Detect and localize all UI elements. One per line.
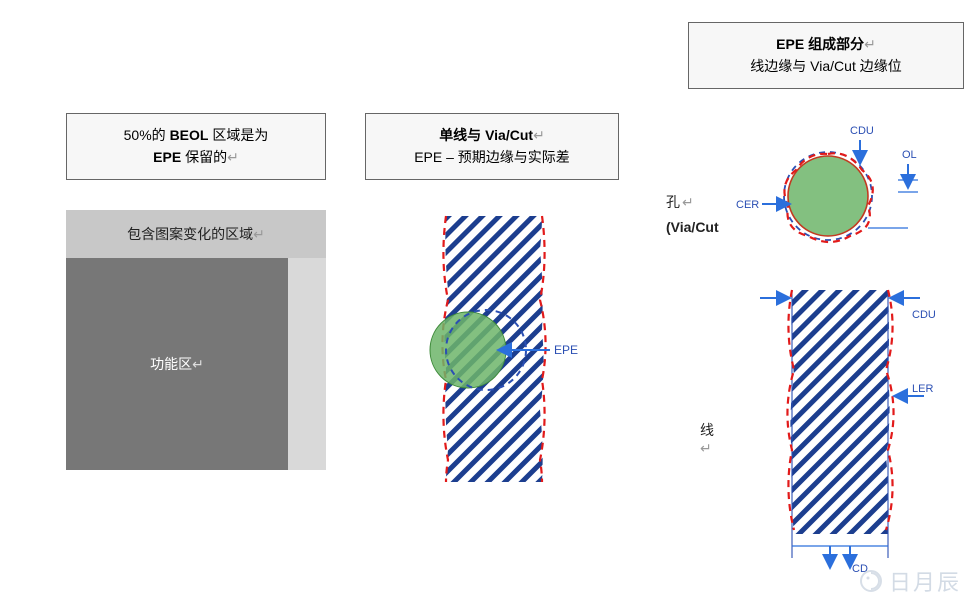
via-fill-circle	[430, 312, 506, 388]
return-icon: ↵	[533, 127, 545, 143]
return-icon: ↵	[227, 149, 239, 165]
left-header-box: 50%的 BEOL 区域是为 EPE 保留的↵	[66, 113, 326, 180]
watermark: 日月辰	[859, 565, 961, 597]
right-l1-post: 组成部分	[804, 36, 864, 52]
right-band-block	[288, 258, 326, 470]
right-line-diagram: CDU LER CD	[748, 276, 973, 586]
right-header-line1: EPE 组成部分↵	[701, 33, 951, 55]
watermark-icon	[859, 569, 883, 593]
center-header-line1: 单线与 Via/Cut↵	[378, 124, 606, 146]
functional-area-block: 功能区↵	[66, 258, 288, 470]
ol-label: OL	[902, 149, 917, 161]
via-caption-line1: 孔	[666, 194, 680, 210]
left-l2-post: 保留的	[181, 149, 227, 165]
cdu-label: CDU	[850, 125, 874, 137]
return-icon: ↵	[700, 440, 712, 456]
left-l1-post: 区域是为	[208, 127, 268, 143]
watermark-text: 日月辰	[889, 565, 961, 597]
variation-area-block: 包含图案变化的区域↵	[66, 210, 326, 258]
via-caption-line2: (Via/Cut	[666, 215, 719, 240]
return-icon: ↵	[192, 356, 204, 373]
center-header-line2: EPE – 预期边缘与实际差	[378, 146, 606, 168]
left-header-line1: 50%的 BEOL 区域是为	[79, 124, 313, 146]
left-l1-bold: BEOL	[170, 127, 209, 143]
functional-area-label: 功能区	[150, 354, 192, 374]
right-header-box: EPE 组成部分↵ 线边缘与 Via/Cut 边缘位	[688, 22, 964, 89]
right-l1-bold: EPE	[776, 36, 804, 52]
center-header-box: 单线与 Via/Cut↵ EPE – 预期边缘与实际差	[365, 113, 619, 180]
left-header-line2: EPE 保留的↵	[79, 146, 313, 168]
center-l1-pre: 单线与	[439, 127, 485, 143]
center-diagram: EPE	[400, 210, 610, 490]
return-icon: ↵	[682, 194, 694, 210]
cer-label: CER	[736, 199, 759, 211]
return-icon: ↵	[253, 226, 265, 243]
center-l1-bold: Via/Cut	[485, 127, 533, 143]
epe-label: EPE	[554, 343, 578, 357]
line-hatched	[790, 290, 889, 534]
line-caption: 线↵	[700, 420, 714, 457]
right-header-line2: 线边缘与 Via/Cut 边缘位	[701, 55, 951, 77]
cdu-label2: CDU	[912, 309, 936, 321]
variation-area-label: 包含图案变化的区域	[127, 224, 253, 244]
left-l2-bold: EPE	[153, 149, 181, 165]
return-icon: ↵	[864, 36, 876, 52]
line-caption-text: 线	[700, 422, 714, 438]
ler-label: LER	[912, 383, 933, 395]
left-l1-pre: 50%的	[124, 127, 170, 143]
via-caption: 孔↵ (Via/Cut	[666, 190, 719, 240]
right-via-diagram: CDU OL CER	[730, 120, 965, 270]
